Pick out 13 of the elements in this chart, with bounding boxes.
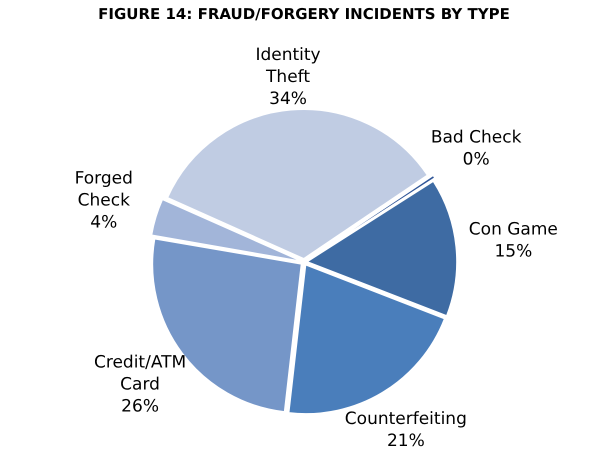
data-label: 4% (90, 212, 118, 233)
slice-label: Con Game (468, 220, 558, 240)
chart-title: FIGURE 14: FRAUD/FORGERY INCIDENTS BY TYPE (98, 4, 510, 23)
data-label: 15% (494, 242, 532, 262)
data-label: 34% (269, 89, 307, 110)
slice-label: Forged Check (74, 168, 133, 211)
data-label: 0% (462, 149, 490, 170)
slice-label: Credit/ATM Card (94, 352, 186, 394)
slice-label: Counterfeiting (344, 409, 467, 430)
slice-label: Bad Check (430, 127, 522, 148)
slice-label: Identity Theft (255, 45, 321, 88)
data-label: 26% (121, 396, 159, 416)
data-label: 21% (386, 431, 425, 452)
